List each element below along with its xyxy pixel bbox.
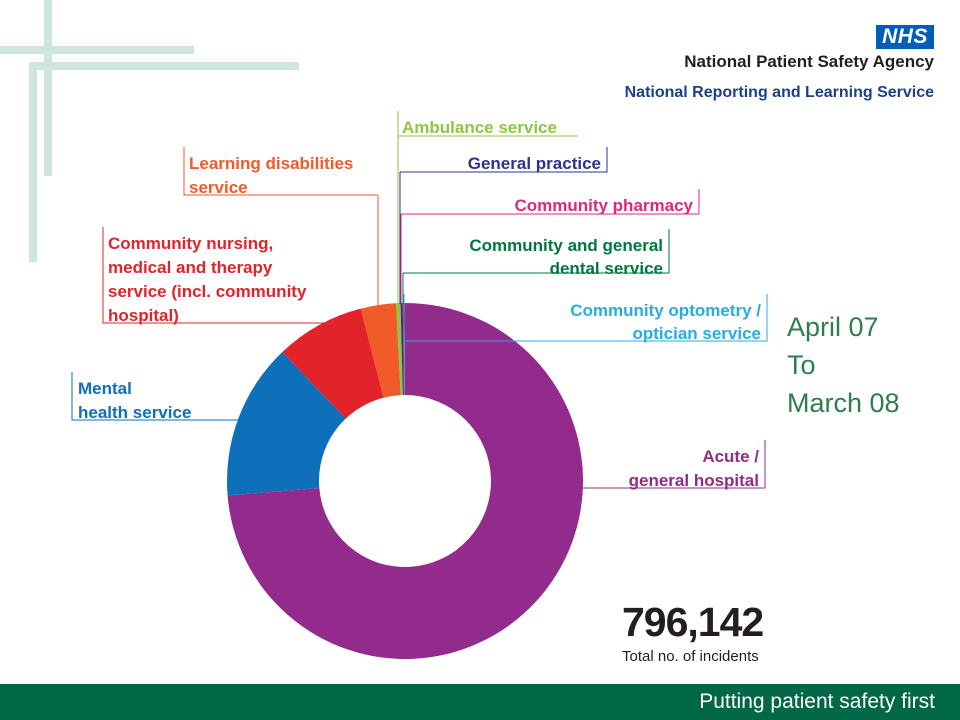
label-line: dental service [550,259,663,278]
label-line: optician service [632,324,761,343]
label-line: Community nursing, [108,234,273,253]
label-learning-disabilities-service: Learning disabilities service [189,154,353,197]
footer-slogan: Putting patient safety first [699,690,935,713]
nhs-logo: NHS [876,25,934,49]
agency-name: National Patient Safety Agency [684,52,934,71]
slice-community-optometry-optician-service [404,303,405,396]
label-bracket-community-and-general-dental-service [403,229,670,274]
label-line: Learning disabilities [189,154,353,173]
label-community-and-general-dental-service: Community and general dental service [469,236,663,278]
decorative-bar [29,62,37,262]
decorative-bar [0,46,194,54]
label-line: Community pharmacy [514,196,693,215]
label-line: General practice [468,154,601,173]
slice-mental-health-service [226,352,346,496]
total-incidents: 796,142 Total no. of incidents [622,598,764,665]
label-bracket-general-practice [400,147,608,173]
label-general-practice: General practice [468,154,601,173]
total-incidents-value: 796,142 [622,599,764,645]
label-bracket-community-pharmacy [401,189,700,215]
label-bracket-learning-disabilities-service [183,147,378,196]
label-line: service (incl. community [108,282,307,301]
label-ambulance-service: Ambulance service [402,118,557,137]
label-bracket-mental-health-service [71,372,235,421]
label-line: hospital) [108,306,179,325]
label-bracket-community-optometry-optician-service [404,294,768,342]
label-line: Acute / [702,447,759,466]
label-community-nursing-medical-and-therapy-service-incl-community-hospital: Community nursing, medical and therapy ser… [108,234,307,325]
label-community-pharmacy: Community pharmacy [514,196,693,215]
label-mental-health-service: Mental health service [78,379,191,422]
service-name: National Reporting and Learning Service [624,84,934,101]
label-line: medical and therapy [108,258,273,277]
slice-community-nursing-medical-and-therapy-service-incl-community-hospital [282,308,384,419]
label-line: Mental [78,379,132,398]
slice-acute-general-hospital [227,303,584,660]
label-line: service [189,178,248,197]
decorative-bar [37,62,299,70]
total-incidents-caption: Total no. of incidents [622,648,759,665]
slice-community-pharmacy [402,303,405,396]
slice-general-practice [400,303,404,396]
date-range-to: To [787,350,816,380]
label-line: Community and general [469,236,663,255]
decorative-bar [44,0,52,176]
date-range-end: March 08 [787,388,900,418]
label-line: Community optometry / [570,301,761,320]
label-line: general hospital [629,471,759,490]
slice-learning-disabilities-service [360,303,401,398]
slice-ambulance-service [396,303,403,396]
label-bracket-acute-general-hospital [583,440,766,489]
label-bracket-community-nursing-medical-and-therapy-service-incl-community-hospital [102,227,321,324]
label-line: health service [78,403,191,422]
label-community-optometry-optician-service: Community optometry / optician service [570,301,761,343]
date-range-start: April 07 [787,312,879,342]
label-acute-general-hospital: Acute / general hospital [629,447,760,490]
footer-bar: Putting patient safety first [0,684,960,720]
label-line: Ambulance service [402,118,557,137]
date-range: April 07 To March 08 [787,308,900,422]
slice-community-and-general-dental-service [403,303,405,396]
